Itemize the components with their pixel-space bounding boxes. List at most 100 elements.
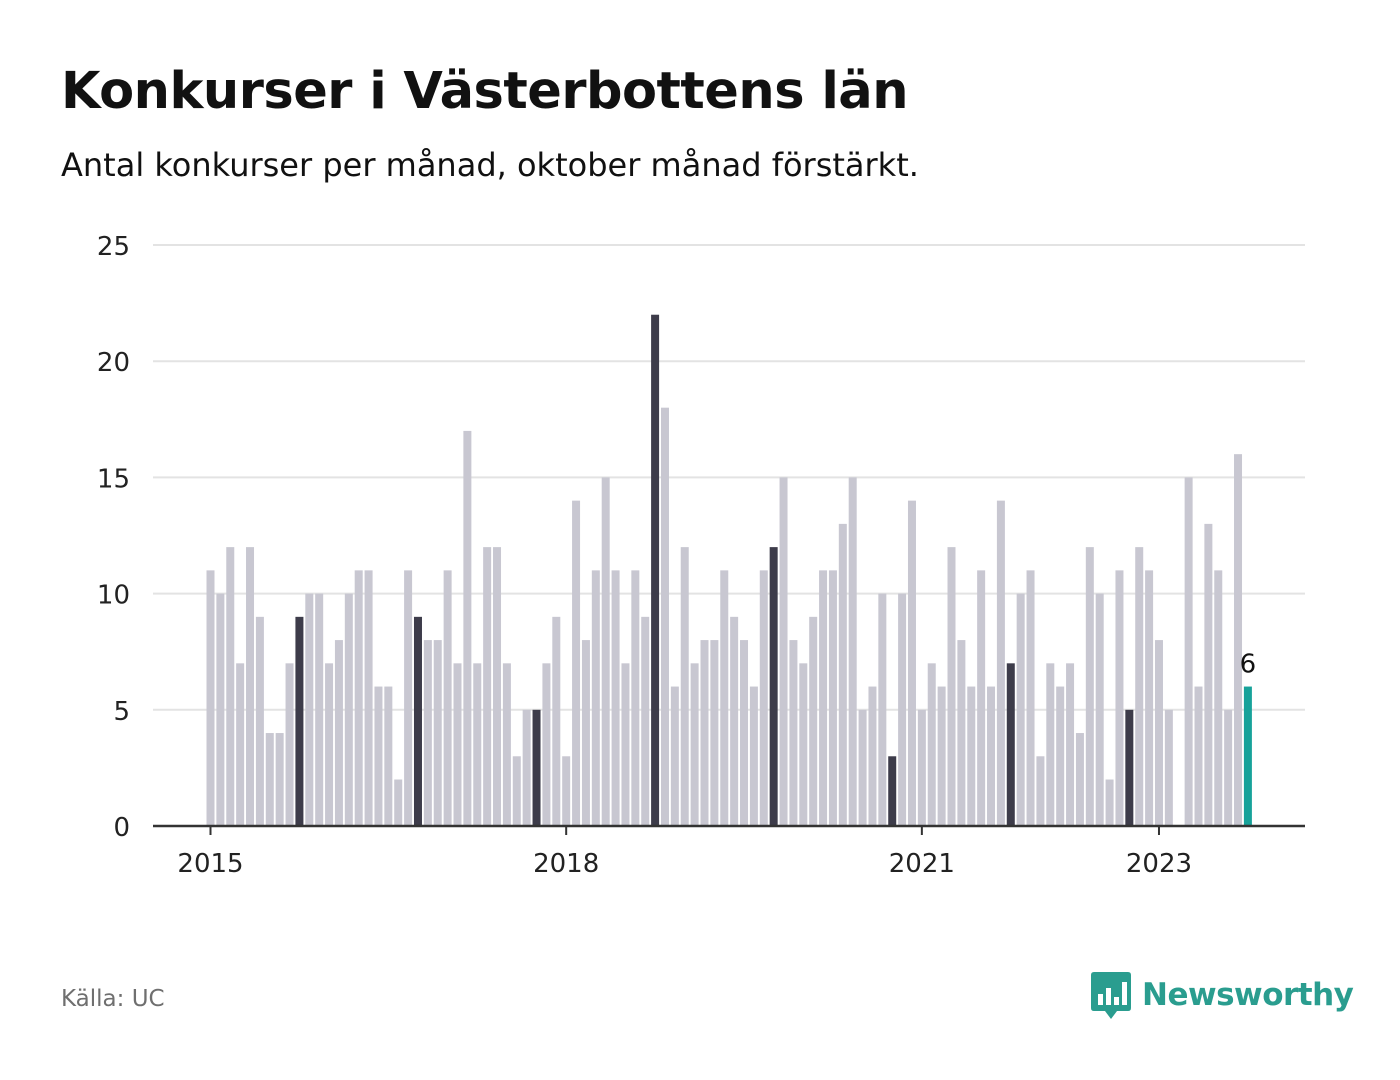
bar (927, 663, 936, 826)
source-note: Källa: UC (61, 986, 165, 1012)
bar (591, 570, 600, 826)
bar (759, 570, 768, 826)
bar (542, 663, 551, 826)
bar (710, 640, 719, 826)
bar (799, 663, 808, 826)
bar (275, 733, 284, 826)
x-tick-label: 2021 (889, 849, 955, 879)
bar (255, 616, 264, 826)
bar (1026, 570, 1035, 826)
latest-value-label: 6 (1240, 650, 1257, 680)
bar (660, 407, 669, 826)
bar (305, 593, 314, 826)
bar (1214, 570, 1223, 826)
bar (789, 640, 798, 826)
newsworthy-logo: Newsworthy (1090, 970, 1354, 1020)
bar (354, 570, 363, 826)
bar (1204, 523, 1213, 826)
bar (858, 709, 867, 826)
latest-bar (1243, 686, 1252, 826)
bar (315, 593, 324, 826)
bar (621, 663, 630, 826)
bars (206, 314, 1252, 826)
bar (917, 709, 926, 826)
bar (502, 663, 511, 826)
bar (888, 756, 897, 826)
bar (413, 616, 422, 826)
axes: 0 5 10 15 20 25 6 2015 2018 2021 2023 (97, 232, 1305, 879)
bar (1145, 570, 1154, 826)
bar (700, 640, 709, 826)
bar (947, 547, 956, 826)
y-tick-label: 10 (97, 581, 130, 611)
bar (384, 686, 393, 826)
bar (1154, 640, 1163, 826)
bar (1164, 709, 1173, 826)
bar (838, 523, 847, 826)
bar (779, 477, 788, 826)
bar (720, 570, 729, 826)
bar (246, 547, 255, 826)
bar (907, 500, 916, 826)
newsworthy-logo-icon (1091, 972, 1131, 1019)
bar (819, 570, 828, 826)
bar (1016, 593, 1025, 826)
y-tick-label: 5 (113, 697, 130, 727)
bar (433, 640, 442, 826)
newsworthy-logo-text: Newsworthy (1142, 977, 1354, 1013)
grid-lines (153, 244, 1305, 711)
bar (848, 477, 857, 826)
bar (937, 686, 946, 826)
bar (967, 686, 976, 826)
bar (483, 547, 492, 826)
bar (295, 616, 304, 826)
bar (769, 547, 778, 826)
bar (809, 616, 818, 826)
bar (443, 570, 452, 826)
bar (562, 756, 571, 826)
bar (532, 709, 541, 826)
y-tick-label: 20 (97, 348, 130, 378)
bar (1046, 663, 1055, 826)
bar (1095, 593, 1104, 826)
bar (1036, 756, 1045, 826)
bar (1234, 454, 1243, 826)
bar (325, 663, 334, 826)
bar (394, 779, 403, 826)
chart-title: Konkurser i Västerbottens län (61, 62, 909, 121)
bar (522, 709, 531, 826)
bar (680, 547, 689, 826)
bar (206, 570, 215, 826)
bar (651, 314, 660, 826)
bar (216, 593, 225, 826)
bar (334, 640, 343, 826)
bar (364, 570, 373, 826)
bar (1194, 686, 1203, 826)
y-tick-label: 25 (97, 232, 130, 262)
bar (493, 547, 502, 826)
bar (828, 570, 837, 826)
bar (512, 756, 521, 826)
y-tick-label: 0 (113, 813, 130, 843)
bar (581, 640, 590, 826)
x-tick-label: 2023 (1126, 849, 1192, 879)
bar (977, 570, 986, 826)
bar (463, 430, 472, 826)
bar (404, 570, 413, 826)
bar (690, 663, 699, 826)
bar (611, 570, 620, 826)
bar (236, 663, 245, 826)
bar (1105, 779, 1114, 826)
x-tick-label: 2018 (533, 849, 599, 879)
bar (1135, 547, 1144, 826)
bar (957, 640, 966, 826)
bar (285, 663, 294, 826)
bar (572, 500, 581, 826)
bar (601, 477, 610, 826)
bar (344, 593, 353, 826)
bar (265, 733, 274, 826)
bar (641, 616, 650, 826)
bar (1006, 663, 1015, 826)
bar (1115, 570, 1124, 826)
bar (1224, 709, 1233, 826)
